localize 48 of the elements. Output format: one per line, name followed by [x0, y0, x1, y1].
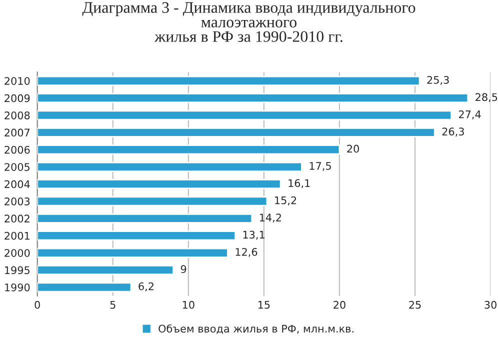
x-tick-label: 25: [409, 300, 421, 309]
bar: [37, 248, 228, 258]
y-tick-label: 2000: [4, 249, 30, 257]
y-tick-label: 1990: [5, 283, 30, 292]
chart-title: Диаграмма 3 - Динамика ввода индивидуального малоэтажного жилья в РФ за 1990-2010 гг.: [82, 2, 416, 42]
bar: [37, 127, 436, 138]
y-tick-label: 2006: [4, 146, 30, 154]
data-label: 12,6: [236, 248, 258, 257]
bar: [37, 213, 253, 224]
data-label: 27,4: [458, 110, 481, 120]
bar: [37, 93, 469, 104]
data-label: 26,3: [442, 128, 464, 137]
y-tick-label: 2003: [4, 197, 30, 206]
data-label: 14,2: [260, 214, 281, 223]
x-tick-label: 10: [182, 300, 194, 309]
data-label: 20: [347, 144, 359, 153]
data-label: 16,1: [288, 179, 310, 188]
y-tick-label: 2001: [4, 232, 30, 240]
legend-label: Объем ввода жилья в РФ, млн.м.кв.: [158, 324, 354, 334]
data-label: 28,5: [476, 93, 498, 102]
x-tick-label: 20: [334, 300, 346, 309]
x-tick-label: 30: [484, 300, 496, 309]
y-tick-label: 1995: [5, 266, 30, 274]
bar: [37, 76, 420, 86]
bar: [37, 110, 452, 120]
y-tick-label: 2002: [4, 214, 30, 223]
y-tick-label: 2010: [4, 77, 30, 85]
y-tick-label: 2005: [4, 163, 30, 171]
data-label: 17,5: [310, 162, 331, 171]
data-label: 9: [180, 265, 186, 274]
x-tick-label: 5: [110, 301, 116, 309]
x-tick-label: 0: [34, 300, 40, 309]
data-label: 15,2: [275, 196, 296, 206]
bar: [37, 265, 174, 276]
y-tick-label: 2009: [4, 94, 30, 102]
x-tick-label: 15: [258, 301, 270, 309]
bar: [37, 282, 132, 292]
y-tick-label: 2007: [4, 128, 30, 137]
y-tick-label: 2008: [4, 111, 30, 120]
data-label: 6,2: [138, 282, 154, 292]
data-label: 13,1: [243, 230, 264, 240]
data-label: 25,3: [427, 76, 449, 85]
bar: [37, 230, 236, 241]
bar: [37, 144, 340, 155]
y-tick-label: 2004: [4, 180, 30, 188]
bar: [37, 179, 282, 190]
bar: [37, 162, 302, 172]
bar: [37, 196, 268, 206]
